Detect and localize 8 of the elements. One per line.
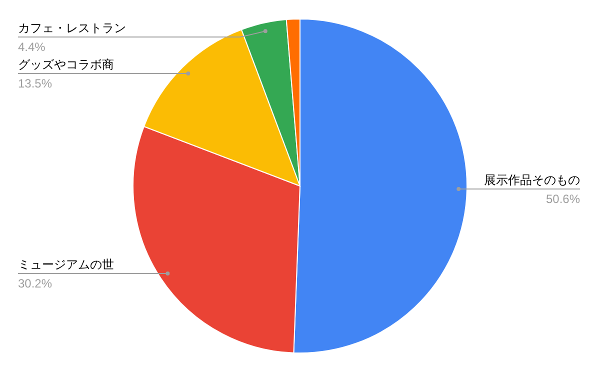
slice-label: カフェ・レストラン (18, 21, 126, 35)
data-label: 13.5% (18, 76, 52, 90)
data-label: 4.4% (18, 40, 46, 54)
slice-label: 展示作品そのもの (484, 172, 580, 187)
data-label: 50.6% (546, 192, 580, 206)
data-label: 30.2% (18, 276, 52, 291)
slice-label: ミュージアムの世 (18, 258, 114, 272)
slice-label: グッズやコラボ商 (18, 57, 114, 72)
